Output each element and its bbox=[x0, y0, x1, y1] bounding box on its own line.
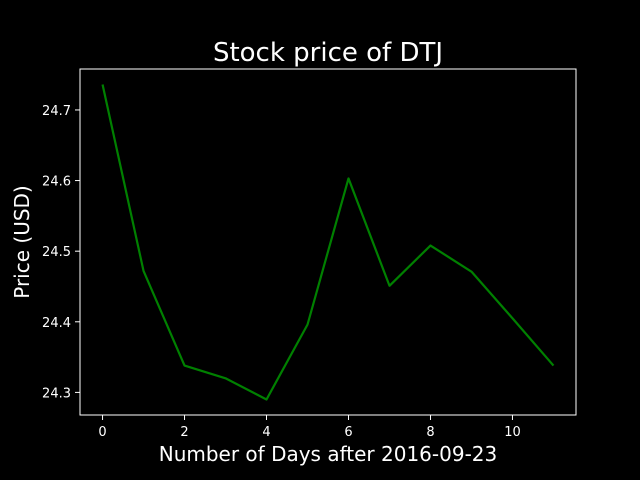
chart-title: Stock price of DTJ bbox=[213, 38, 443, 68]
series-line bbox=[101, 84, 555, 401]
y-axis: 24.3 24.4 24.5 24.6 24.7 bbox=[42, 104, 80, 401]
y-tick-label: 24.5 bbox=[42, 245, 71, 260]
x-tick-label: 6 bbox=[344, 425, 352, 440]
x-tick-label: 0 bbox=[98, 425, 106, 440]
y-axis-label: Price (USD) bbox=[10, 185, 34, 299]
plot-frame bbox=[79, 68, 577, 416]
y-tick-label: 24.4 bbox=[42, 316, 71, 331]
x-axis-label: Number of Days after 2016-09-23 bbox=[159, 442, 498, 466]
x-tick-label: 4 bbox=[262, 425, 270, 440]
x-tick-label: 8 bbox=[426, 425, 434, 440]
y-tick-label: 24.3 bbox=[42, 386, 71, 401]
y-tick-label: 24.7 bbox=[42, 104, 71, 119]
x-tick-label: 2 bbox=[180, 425, 188, 440]
y-tick-label: 24.6 bbox=[42, 175, 71, 190]
plot-area: 0 2 4 6 8 10 24.3 24.4 24.5 24.6 24.7 bbox=[42, 68, 577, 440]
series-group bbox=[101, 84, 555, 401]
x-axis: 0 2 4 6 8 10 bbox=[98, 415, 521, 440]
x-tick-label: 10 bbox=[504, 425, 521, 440]
